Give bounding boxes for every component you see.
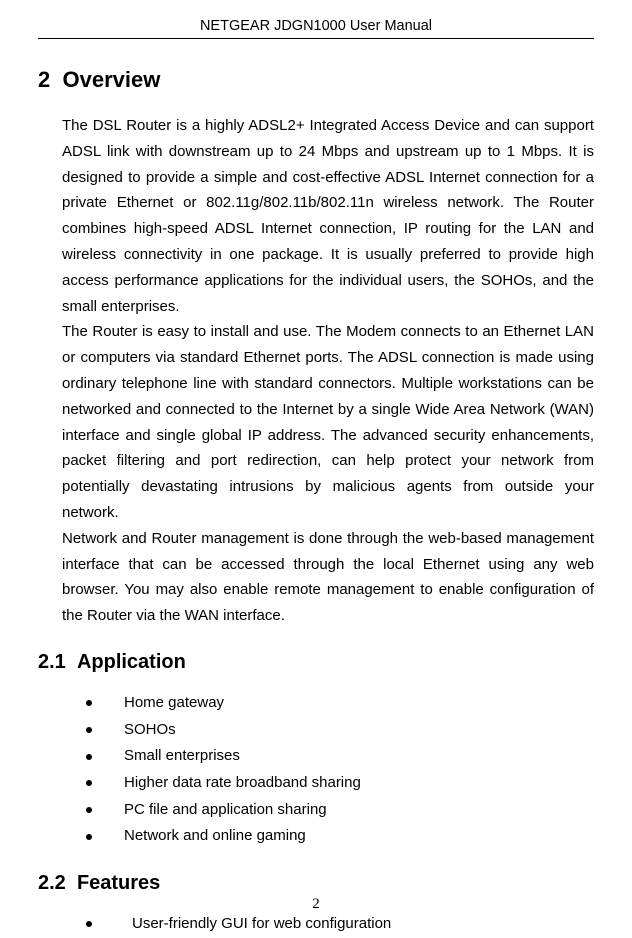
list-item: SOHOs	[86, 717, 594, 744]
list-item-text: Network and online gaming	[124, 823, 306, 850]
bullet-icon	[86, 834, 92, 840]
bullet-icon	[86, 727, 92, 733]
section-title: Overview	[62, 67, 160, 92]
page-number: 2	[0, 896, 632, 913]
bullet-icon	[86, 780, 92, 786]
section-number: 2.1	[38, 651, 66, 673]
bullet-icon	[86, 754, 92, 760]
overview-paragraph-1: The DSL Router is a highly ADSL2+ Integr…	[38, 113, 594, 319]
list-item-text: Home gateway	[124, 690, 224, 717]
list-item: Home gateway	[86, 690, 594, 717]
section-title: Application	[77, 651, 186, 673]
list-item-text: Small enterprises	[124, 743, 240, 770]
section-application-heading: 2.1 Application	[38, 651, 594, 674]
list-item-text: Higher data rate broadband sharing	[124, 770, 361, 797]
list-item: Small enterprises	[86, 743, 594, 770]
list-item: Higher data rate broadband sharing	[86, 770, 594, 797]
section-features-heading: 2.2 Features	[38, 872, 594, 895]
page-header: NETGEAR JDGN1000 User Manual	[38, 18, 594, 39]
overview-paragraph-2: The Router is easy to install and use. T…	[38, 319, 594, 525]
section-overview-heading: 2 Overview	[38, 67, 594, 93]
list-item: Network and online gaming	[86, 823, 594, 850]
bullet-icon	[86, 807, 92, 813]
bullet-icon	[86, 700, 92, 706]
features-list: User-friendly GUI for web configuration	[38, 911, 594, 938]
list-item: PC file and application sharing	[86, 797, 594, 824]
list-item: User-friendly GUI for web configuration	[86, 911, 594, 938]
list-item-text: PC file and application sharing	[124, 797, 327, 824]
list-item-text: SOHOs	[124, 717, 176, 744]
application-list: Home gateway SOHOs Small enterprises Hig…	[38, 690, 594, 850]
section-title: Features	[77, 872, 160, 894]
bullet-icon	[86, 921, 92, 927]
overview-paragraph-3: Network and Router management is done th…	[38, 526, 594, 629]
section-number: 2.2	[38, 872, 66, 894]
section-number: 2	[38, 67, 50, 92]
list-item-text: User-friendly GUI for web configuration	[132, 911, 391, 938]
